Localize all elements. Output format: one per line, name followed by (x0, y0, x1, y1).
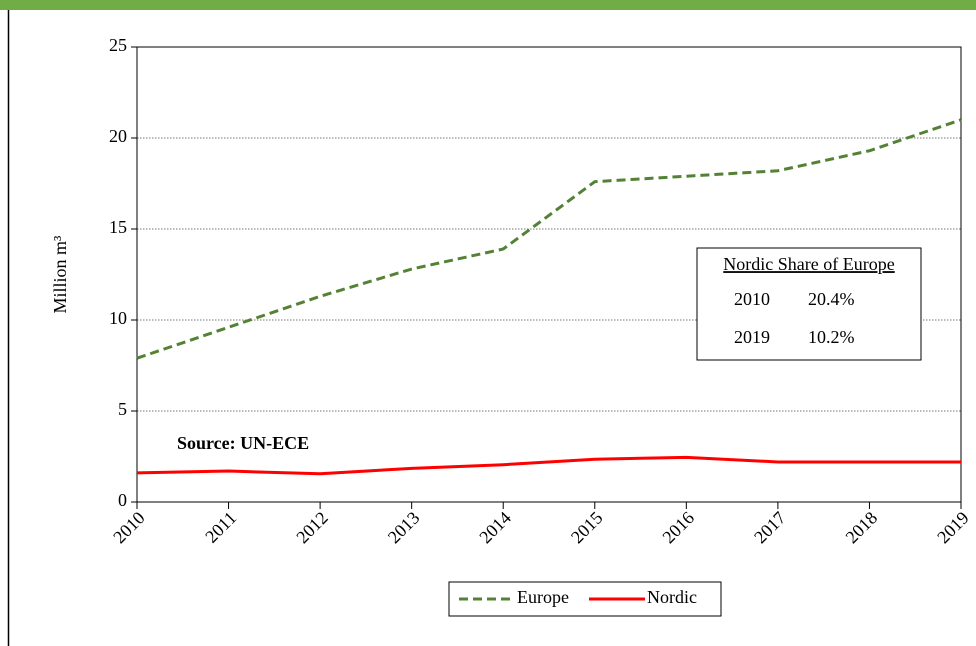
inset-box (696, 247, 922, 361)
y-axis-label: Million m³ (50, 235, 70, 314)
x-tick-label: 2017 (750, 508, 790, 548)
plot-frame (136, 46, 962, 503)
x-tick-label: 2010 (109, 508, 149, 548)
y-tick-label: 0 (118, 490, 127, 510)
inset-cell: 2019 (734, 327, 770, 347)
header-bar (0, 0, 976, 10)
y-tick-label: 20 (109, 126, 127, 146)
inset-title: Nordic Share of Europe (723, 254, 894, 274)
inset-cell: 2010 (734, 289, 770, 309)
x-tick-label: 2018 (842, 508, 882, 548)
y-tick-label: 15 (109, 217, 127, 237)
x-tick-label: 2014 (475, 508, 515, 548)
legend-label: Nordic (647, 587, 697, 607)
series-line (136, 118, 962, 360)
x-tick-label: 2019 (933, 508, 973, 548)
series-line (136, 455, 961, 476)
x-tick-label: 2015 (567, 508, 607, 548)
legend-label: Europe (517, 587, 569, 607)
x-tick-label: 2013 (384, 508, 424, 548)
y-tick-label: 5 (118, 399, 127, 419)
inset-cell: 10.2% (808, 327, 855, 347)
y-tick-label: 10 (109, 308, 127, 328)
y-tick-label: 25 (109, 35, 127, 55)
x-tick-label: 2011 (201, 508, 240, 547)
x-tick-label: 2012 (292, 508, 332, 548)
x-tick-label: 2016 (658, 508, 698, 548)
annotation: Source: UN-ECE (177, 433, 309, 453)
inset-cell: 20.4% (808, 289, 855, 309)
